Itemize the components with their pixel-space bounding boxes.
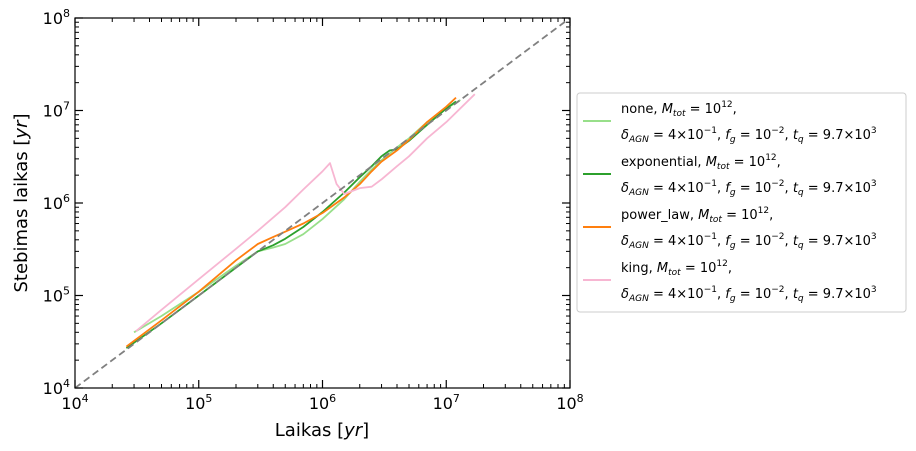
x-axis-label-text: Laikas [ <box>275 420 344 441</box>
x-tick-label: 105 <box>185 392 212 413</box>
x-tick-label: 106 <box>309 392 336 413</box>
legend-entry-king: king, Mtot = 1012, δAGN = 4×10−1, fg = 10… <box>583 259 877 304</box>
series-line-king <box>135 93 476 332</box>
y-tick-label: 108 <box>43 7 70 28</box>
minor-ticks <box>75 18 570 388</box>
plot-frame <box>74 17 571 389</box>
series-line-power-law <box>125 96 457 348</box>
y-axis-label-text: Stebimas laikas [ <box>11 139 32 293</box>
legend-entry-power-law: power_law, Mtot = 1012, δAGN = 4×10−1, fg… <box>583 206 877 251</box>
x-tick-label: 107 <box>433 392 460 413</box>
y-tick-label: 105 <box>43 285 70 306</box>
legend-box <box>576 92 907 313</box>
legend-params: δAGN = 4×10−1, fg = 10−2, tq = 9.7×103 <box>621 126 877 145</box>
legend-entry-exponential: exponential, Mtot = 1012, δAGN = 4×10−1, … <box>583 153 877 198</box>
y-tick-label: 104 <box>43 377 70 398</box>
legend-label: none, Mtot = 1012, <box>621 100 737 119</box>
series-line-exponential <box>125 100 457 349</box>
legend-params: δAGN = 4×10−1, fg = 10−2, tq = 9.7×103 <box>621 285 877 304</box>
legend-label: king, Mtot = 1012, <box>621 259 732 278</box>
x-tick-label: 104 <box>61 392 88 413</box>
legend-entry-none: none, Mtot = 1012, δAGN = 4×10−1, fg = 10… <box>583 100 877 145</box>
legend-label: exponential, Mtot = 1012, <box>621 153 781 172</box>
x-tick-label: 108 <box>556 392 583 413</box>
y-tick-label: 107 <box>43 100 70 121</box>
legend: none, Mtot = 1012, δAGN = 4×10−1, fg = 10… <box>576 92 907 313</box>
y-tick-label: 106 <box>43 192 70 213</box>
series-layer <box>75 18 570 388</box>
legend-params: δAGN = 4×10−1, fg = 10−2, tq = 9.7×103 <box>621 232 877 251</box>
legend-params: δAGN = 4×10−1, fg = 10−2, tq = 9.7×103 <box>621 179 877 198</box>
tick-labels: 104 105 106 107 108 104 105 106 107 108 <box>43 7 584 413</box>
reference-line <box>75 18 570 388</box>
y-axis-label: Stebimas laikas [yr] <box>11 113 32 292</box>
x-axis-label: Laikas [yr] <box>275 420 369 441</box>
series-line-none <box>133 99 461 334</box>
legend-label: power_law, Mtot = 1012, <box>621 206 773 225</box>
